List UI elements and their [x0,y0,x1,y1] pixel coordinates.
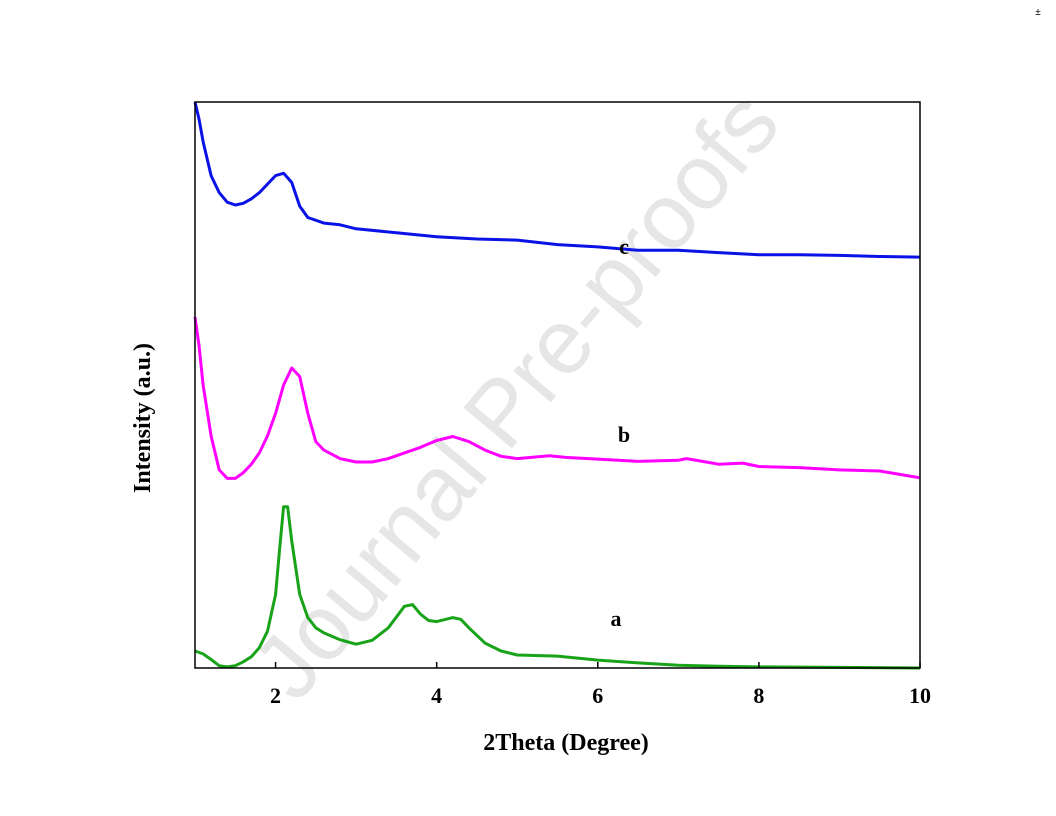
x-tick-label: 6 [592,683,603,708]
series-line-a [194,505,921,670]
x-tick-label: 10 [909,683,931,708]
watermark-text: Journal Pre-proofs [234,72,799,717]
series-label-b: b [618,422,630,447]
plot-frame [194,101,921,669]
series-line-b [193,316,921,480]
corner-mark: ± [1035,7,1041,18]
y-axis-label: Intensity (a.u.) [130,343,156,493]
series-label-c: c [619,234,629,259]
x-tick-label: 2 [270,683,281,708]
series-line-c [193,101,921,259]
x-tick-label: 4 [431,683,442,708]
series-group: a b c [193,101,921,670]
x-axis-label: 2Theta (Degree) [483,730,649,756]
x-axis-ticks: 2 4 6 8 10 [270,662,931,708]
x-tick-label: 8 [753,683,764,708]
series-label-a: a [611,606,622,631]
